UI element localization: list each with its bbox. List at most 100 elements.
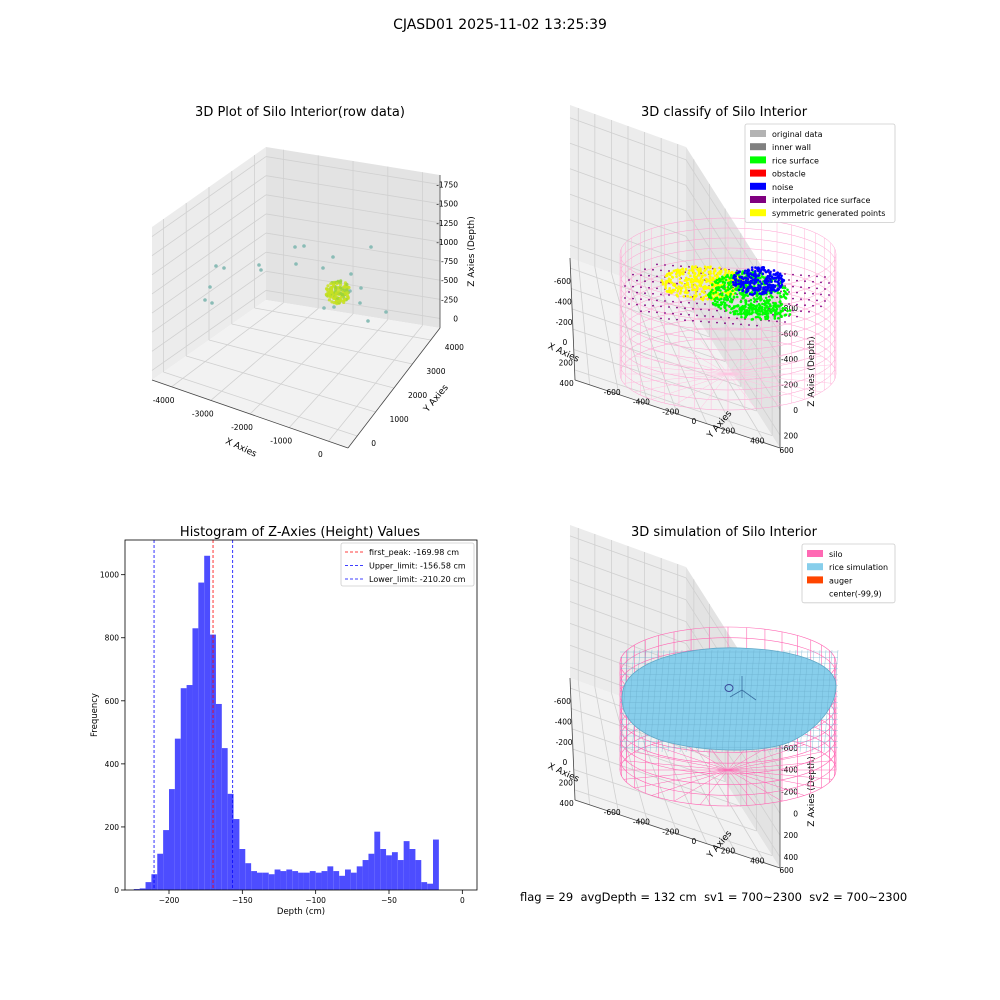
rice-surface-point bbox=[725, 304, 728, 307]
avg-depth-text: avgDepth = 132 cm bbox=[580, 890, 697, 904]
grid-line bbox=[660, 290, 737, 434]
interpolated-point bbox=[708, 321, 710, 323]
symmetric-point bbox=[706, 297, 709, 301]
symmetric-point bbox=[704, 287, 708, 290]
histogram-bar bbox=[427, 883, 433, 890]
silo-spoke bbox=[727, 769, 805, 796]
rice-surface-point bbox=[744, 299, 748, 303]
symmetric-point bbox=[700, 290, 704, 293]
rice-surface-point bbox=[757, 297, 761, 300]
x-axis-line bbox=[569, 677, 576, 801]
interpolated-point bbox=[684, 307, 686, 310]
interpolated-point bbox=[624, 297, 626, 299]
rice-surface-point bbox=[739, 300, 743, 304]
mesh-line bbox=[769, 649, 779, 753]
interpolated-point bbox=[660, 269, 662, 272]
interpolated-point bbox=[768, 295, 770, 298]
interpolated-point bbox=[792, 309, 794, 312]
grid-line bbox=[151, 270, 267, 352]
noise-point bbox=[746, 273, 750, 277]
mesh-line bbox=[637, 649, 647, 753]
noise-point bbox=[754, 266, 757, 269]
silo-spoke bbox=[727, 373, 805, 400]
histogram-bar bbox=[215, 703, 222, 890]
interpolated-point bbox=[812, 292, 814, 295]
interpolated-point bbox=[808, 298, 810, 301]
z-tick-label: 0 bbox=[453, 314, 458, 323]
x-tick-label: -600 bbox=[554, 697, 571, 706]
noise-point bbox=[755, 278, 759, 282]
rice-surface-point bbox=[766, 317, 769, 321]
symmetric-point bbox=[681, 267, 684, 271]
rice-surface-point bbox=[784, 306, 787, 310]
rice-surface-point bbox=[729, 297, 733, 301]
symmetric-point bbox=[667, 272, 671, 275]
noise-point bbox=[755, 274, 758, 277]
rice-surface-point bbox=[763, 303, 767, 307]
interpolated-point bbox=[828, 294, 830, 296]
interpolated-point bbox=[800, 310, 802, 313]
raw-point bbox=[345, 294, 350, 298]
interpolated-point bbox=[652, 268, 654, 271]
rice-surface-point bbox=[713, 280, 717, 283]
raw-point bbox=[332, 301, 336, 305]
legend-swatch bbox=[750, 169, 766, 177]
silo-spoke bbox=[727, 769, 833, 780]
symmetric-point bbox=[727, 269, 731, 273]
grid-line bbox=[151, 213, 267, 295]
plot3-title: Histogram of Z-Axies (Height) Values bbox=[180, 525, 420, 540]
mesh-line bbox=[823, 649, 833, 753]
raw-point bbox=[208, 285, 212, 289]
raw-point bbox=[349, 272, 353, 276]
y-tick-label: -400 bbox=[633, 398, 650, 407]
noise-point bbox=[742, 285, 746, 289]
noise-point bbox=[751, 281, 754, 284]
histogram-bar bbox=[356, 866, 363, 890]
interpolated-point bbox=[784, 309, 786, 311]
rice-surface-point bbox=[780, 303, 784, 306]
symmetric-point bbox=[699, 281, 702, 285]
symmetric-point bbox=[678, 268, 682, 272]
silo-spoke bbox=[699, 339, 729, 375]
y-tick-label: 200 bbox=[721, 427, 736, 436]
histogram-bar bbox=[380, 849, 387, 890]
histogram-bar bbox=[321, 871, 328, 890]
rice-surface-point bbox=[732, 305, 736, 308]
interpolated-point bbox=[748, 300, 750, 302]
symmetric-point bbox=[699, 297, 703, 300]
y-tick-label: 600 bbox=[779, 866, 794, 875]
histogram-bar bbox=[397, 860, 404, 890]
interpolated-point bbox=[636, 279, 638, 282]
rice-surface-point bbox=[726, 281, 730, 285]
x-axis-label: Depth (cm) bbox=[277, 907, 325, 917]
symmetric-point bbox=[695, 287, 699, 291]
flag-text: flag = 29 bbox=[520, 890, 574, 904]
rice-surface-point bbox=[719, 307, 723, 310]
interpolated-point bbox=[648, 274, 650, 277]
interpolated-point bbox=[696, 302, 698, 305]
noise-point bbox=[756, 266, 760, 269]
interpolated-point bbox=[680, 265, 682, 268]
symmetric-point bbox=[689, 280, 693, 284]
histogram-bar bbox=[433, 839, 439, 890]
noise-point bbox=[774, 289, 777, 293]
noise-point bbox=[780, 274, 783, 278]
silo-spoke bbox=[727, 373, 757, 409]
z-axis-label: Z Axies (Depth) bbox=[467, 216, 477, 287]
histogram-bar bbox=[169, 789, 175, 890]
symmetric-point bbox=[672, 269, 676, 273]
noise-point bbox=[747, 280, 751, 284]
rice-surface-point bbox=[742, 312, 746, 315]
noise-point bbox=[732, 276, 735, 280]
rice-surface-point bbox=[728, 287, 731, 291]
symmetric-point bbox=[704, 273, 707, 277]
histogram-bar bbox=[268, 874, 275, 890]
rice-surface-point bbox=[765, 314, 769, 318]
interpolated-point bbox=[680, 301, 682, 304]
symmetric-point bbox=[696, 267, 699, 271]
rice-surface-point bbox=[761, 302, 764, 306]
noise-point bbox=[754, 286, 757, 290]
x-tick-label: -400 bbox=[555, 298, 572, 307]
symmetric-point bbox=[699, 267, 702, 271]
